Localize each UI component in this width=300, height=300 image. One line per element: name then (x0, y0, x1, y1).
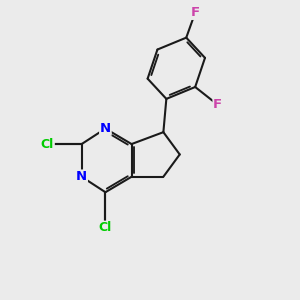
Text: F: F (190, 6, 200, 19)
Text: N: N (100, 122, 111, 135)
Text: F: F (213, 98, 222, 111)
Text: Cl: Cl (41, 138, 54, 151)
Text: Cl: Cl (99, 221, 112, 234)
Text: N: N (76, 170, 87, 183)
